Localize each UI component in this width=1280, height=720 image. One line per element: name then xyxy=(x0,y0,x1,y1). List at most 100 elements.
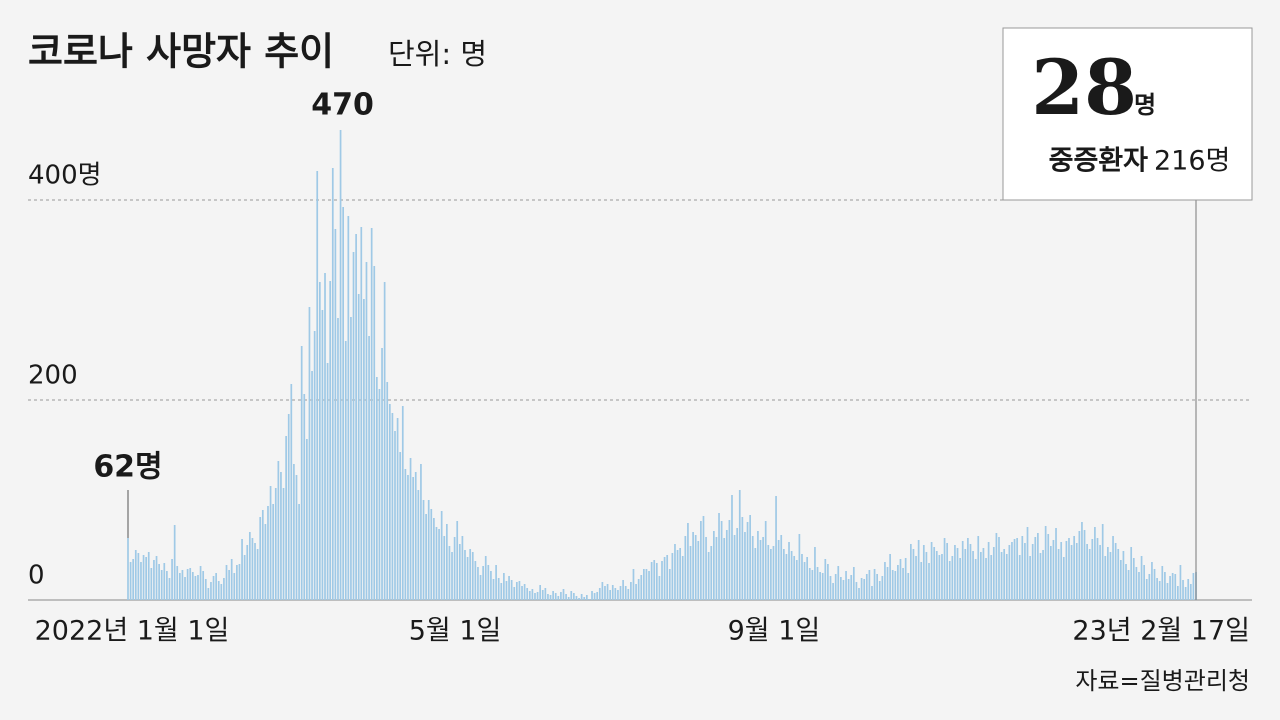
bar xyxy=(643,569,645,600)
bar xyxy=(889,554,891,600)
bar xyxy=(712,531,715,600)
bar xyxy=(246,545,249,600)
bar xyxy=(661,561,663,600)
bar xyxy=(627,589,630,600)
bar xyxy=(422,500,425,600)
bar xyxy=(466,557,469,600)
bar xyxy=(1060,542,1063,600)
bar xyxy=(204,579,207,600)
bar xyxy=(212,576,215,600)
bar xyxy=(565,594,567,600)
callout-detail: 216명 xyxy=(1154,146,1230,177)
bar xyxy=(440,511,443,600)
bar xyxy=(342,207,345,600)
bar xyxy=(497,578,500,600)
bar xyxy=(757,531,759,600)
bar xyxy=(287,414,290,600)
bar xyxy=(469,549,472,600)
bar xyxy=(881,576,884,600)
bar xyxy=(199,566,202,600)
bar xyxy=(230,559,233,600)
bar xyxy=(1073,536,1076,600)
bar xyxy=(808,568,811,600)
bar xyxy=(878,581,881,600)
bar xyxy=(158,564,160,600)
bar xyxy=(171,559,173,600)
bar xyxy=(414,472,417,600)
bar xyxy=(420,464,422,600)
bar xyxy=(689,546,692,600)
bar xyxy=(453,537,456,600)
bar xyxy=(295,475,298,600)
bar xyxy=(782,549,785,600)
bar xyxy=(847,579,850,600)
bar xyxy=(915,556,917,600)
bar xyxy=(409,458,412,600)
bar xyxy=(588,599,591,600)
bar xyxy=(938,555,941,600)
bar xyxy=(347,216,350,600)
bar xyxy=(806,557,809,600)
bar xyxy=(855,582,858,600)
bar xyxy=(176,566,179,600)
bar xyxy=(186,569,189,600)
bar xyxy=(1044,526,1047,600)
bar xyxy=(401,406,404,600)
bar xyxy=(990,555,993,600)
bar xyxy=(228,570,230,600)
bar xyxy=(824,559,827,600)
bar xyxy=(321,310,324,600)
bar xyxy=(663,557,666,600)
bar xyxy=(697,541,700,600)
bar xyxy=(1179,565,1182,600)
bar xyxy=(749,515,751,600)
bar xyxy=(910,544,912,600)
bar xyxy=(972,551,974,600)
bar xyxy=(935,551,938,600)
bar xyxy=(166,571,168,600)
bar xyxy=(547,594,549,600)
bar xyxy=(210,582,212,600)
bar xyxy=(992,547,995,600)
bar xyxy=(700,521,702,600)
bar xyxy=(1125,564,1127,600)
bar xyxy=(655,563,658,600)
bar xyxy=(505,581,508,600)
bar xyxy=(617,590,619,600)
bar xyxy=(1013,539,1016,600)
bar xyxy=(985,558,987,600)
bar xyxy=(370,228,373,600)
bar xyxy=(435,527,438,600)
bar xyxy=(795,560,798,600)
bar xyxy=(178,573,181,600)
bar xyxy=(280,472,282,600)
bar xyxy=(777,540,780,600)
bar xyxy=(523,584,526,600)
bar xyxy=(220,584,223,600)
bar xyxy=(969,544,972,600)
bar xyxy=(490,571,492,600)
bar xyxy=(316,171,319,600)
bar xyxy=(251,538,254,600)
bar xyxy=(1189,584,1192,600)
bar xyxy=(811,570,814,600)
bar xyxy=(1166,583,1169,600)
bar xyxy=(461,536,464,600)
bar xyxy=(197,575,199,600)
bar xyxy=(479,575,482,600)
bar xyxy=(1171,573,1174,600)
bar xyxy=(202,571,205,600)
bar xyxy=(767,545,770,600)
bar xyxy=(770,549,772,600)
bar xyxy=(751,536,754,600)
bar xyxy=(943,538,946,600)
bar xyxy=(1122,551,1125,600)
bar xyxy=(578,598,580,600)
plot-area: 0 200 400명 2022년 1월 1일 62명 470 5월 1일 9월 1일 23년 2… xyxy=(28,88,1252,647)
bar xyxy=(1086,544,1088,600)
bar xyxy=(814,547,816,600)
bar xyxy=(954,545,956,600)
bar xyxy=(378,389,381,600)
bar xyxy=(399,452,402,600)
bar xyxy=(1151,562,1153,600)
